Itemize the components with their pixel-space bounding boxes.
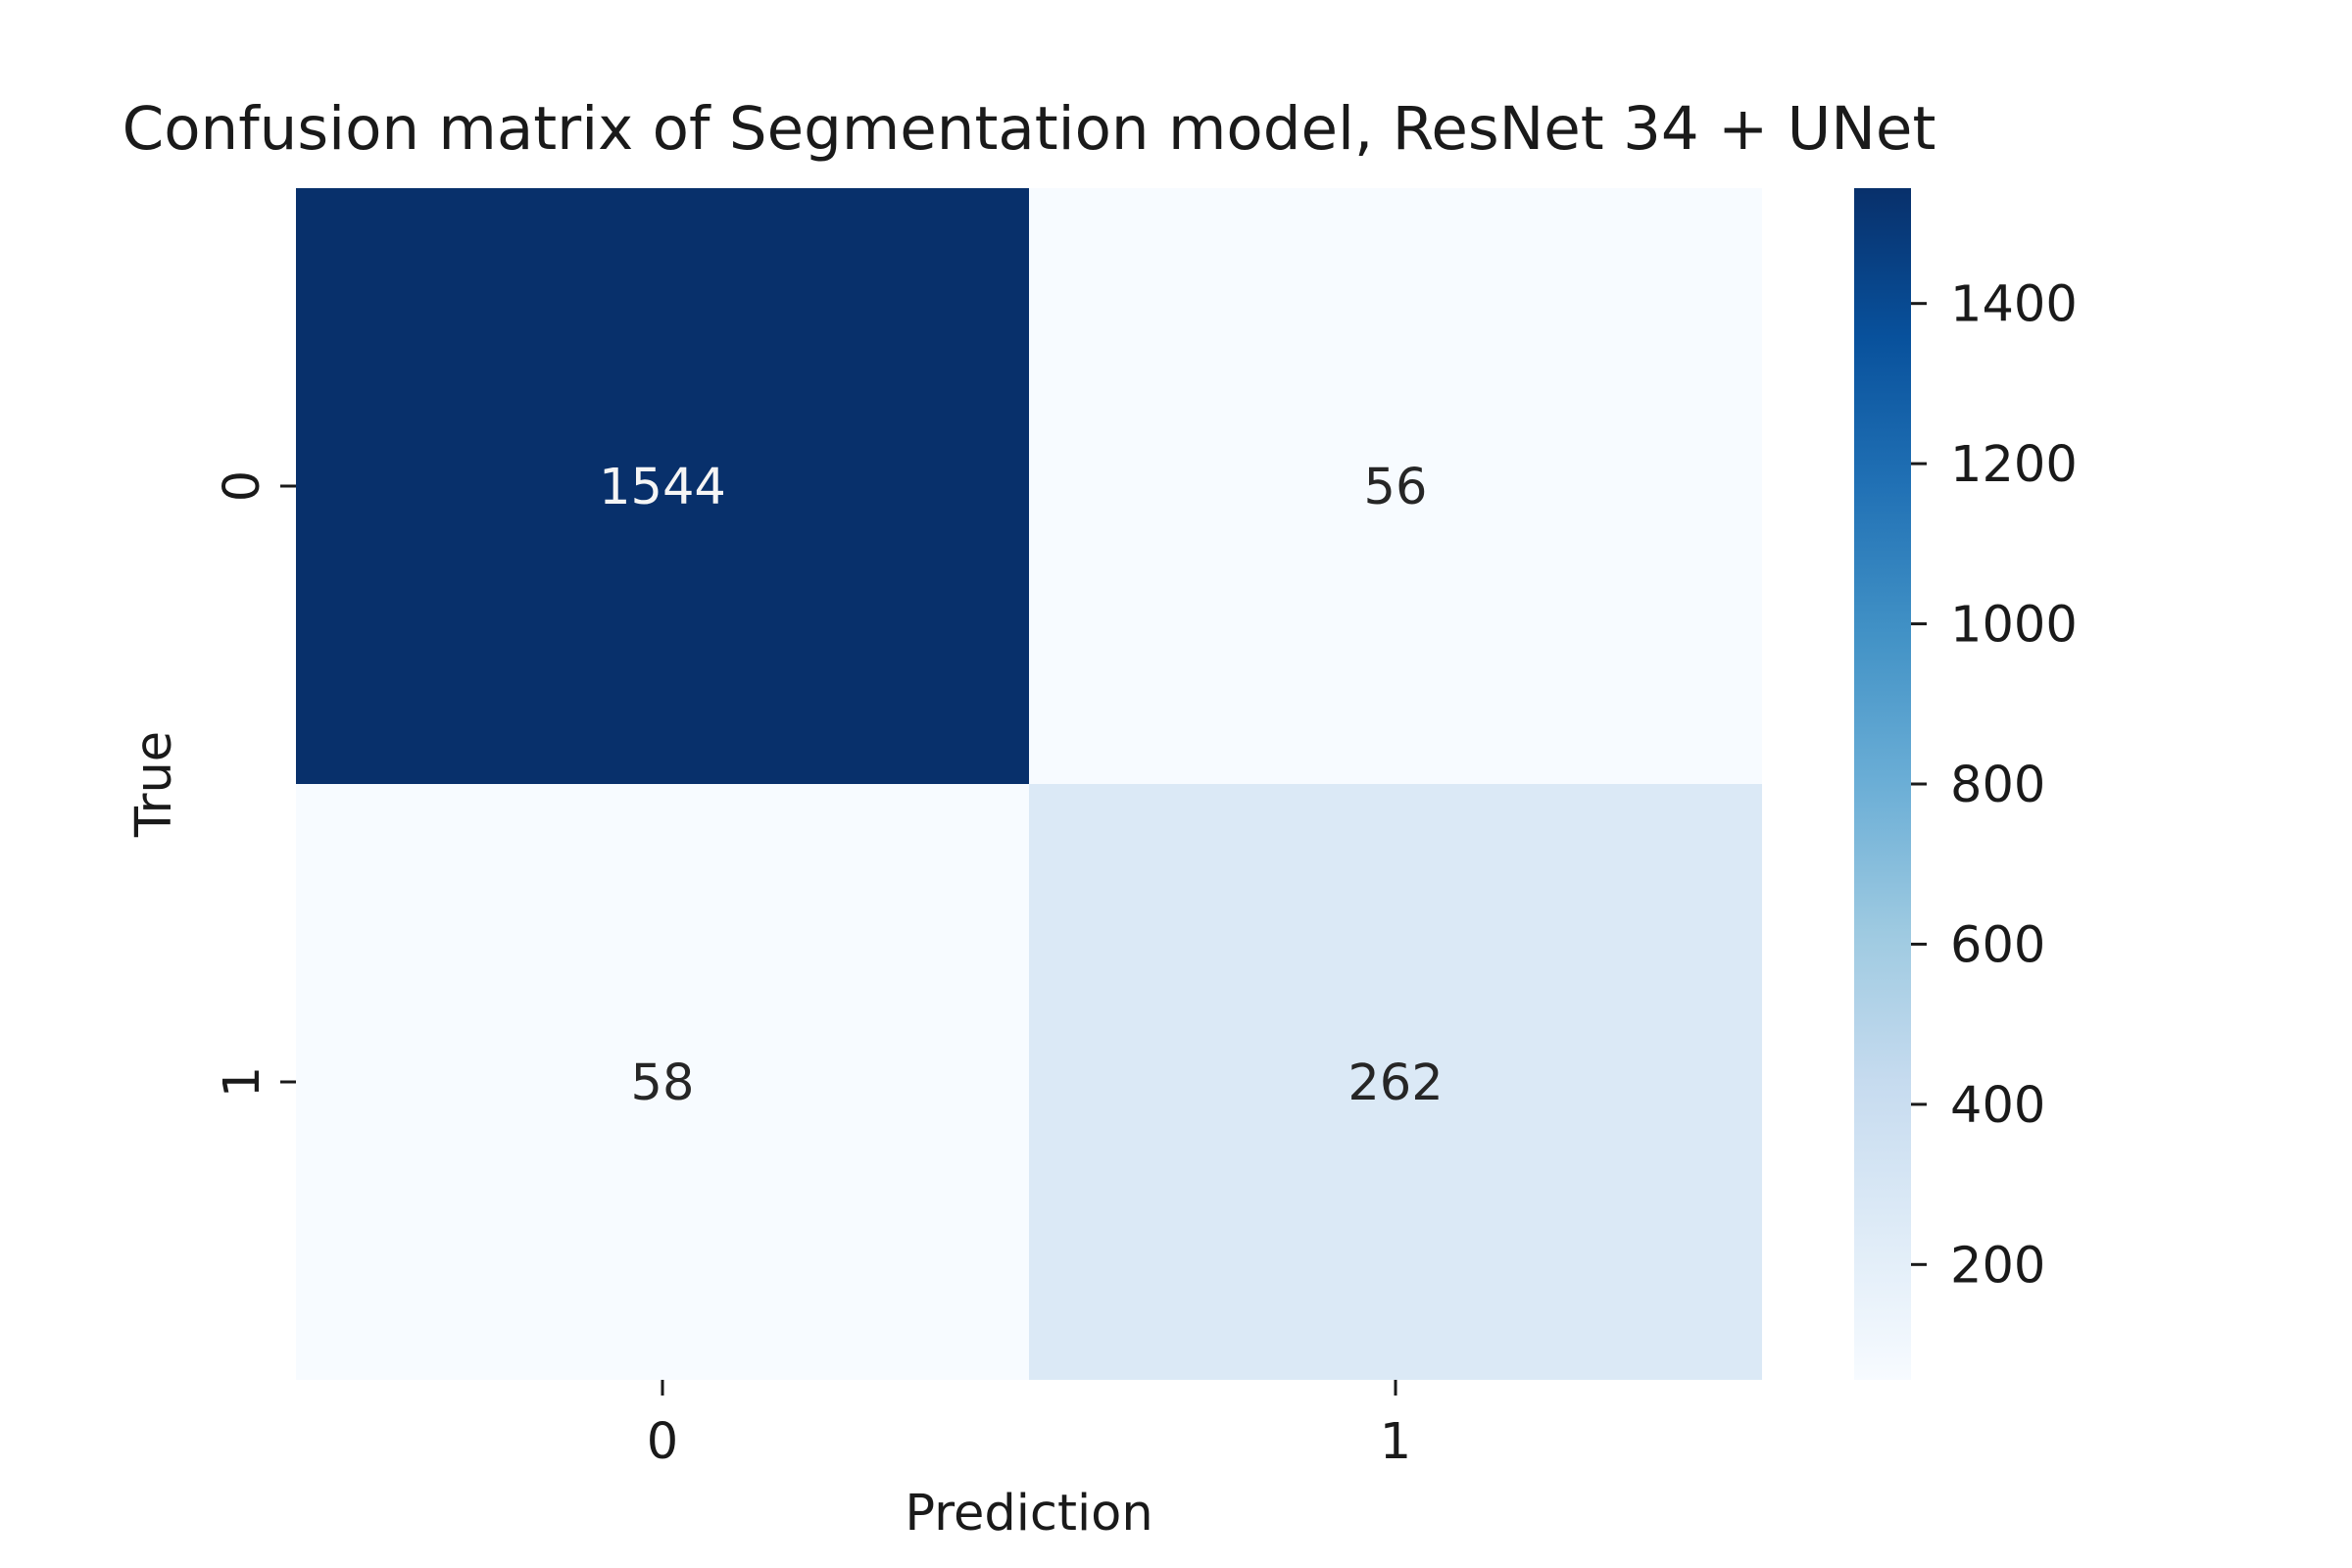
heatmap-cell-labels: 1544 56 58 262 [599,459,1444,1112]
cell-value-label: 1544 [599,459,726,516]
colorbar-tick-label: 800 [1950,757,2045,814]
chart-title: Confusion matrix of Segmentation model, … [122,94,1936,164]
colorbar-tick-label: 1200 [1950,436,2078,494]
colorbar [1854,188,1911,1380]
y-axis-label: True [125,731,183,838]
y-axis: 01 [214,470,296,1098]
y-tick-label: 0 [214,470,271,502]
heatmap-cell [296,784,1029,1380]
cell-value-label: 262 [1348,1054,1443,1112]
heatmap-cell [1029,188,1762,784]
heatmap-cell [296,188,1029,784]
y-tick-label: 1 [214,1066,271,1098]
colorbar-tick-label: 1400 [1950,276,2078,334]
colorbar-tick-label: 200 [1950,1237,2045,1295]
cell-value-label: 56 [1364,459,1428,516]
colorbar-tick-label: 1000 [1950,597,2078,655]
x-tick-label: 0 [647,1413,678,1471]
colorbar-ticks: 200 400 600 800 1000 1200 1400 [1911,276,2078,1295]
colorbar-tick-label: 600 [1950,916,2045,974]
colorbar-tick-label: 400 [1950,1077,2045,1135]
cell-value-label: 58 [631,1054,695,1112]
x-axis-label: Prediction [905,1485,1152,1543]
heatmap-cells [296,188,1762,1380]
heatmap-cell [1029,784,1762,1380]
x-tick-label: 1 [1380,1413,1411,1471]
